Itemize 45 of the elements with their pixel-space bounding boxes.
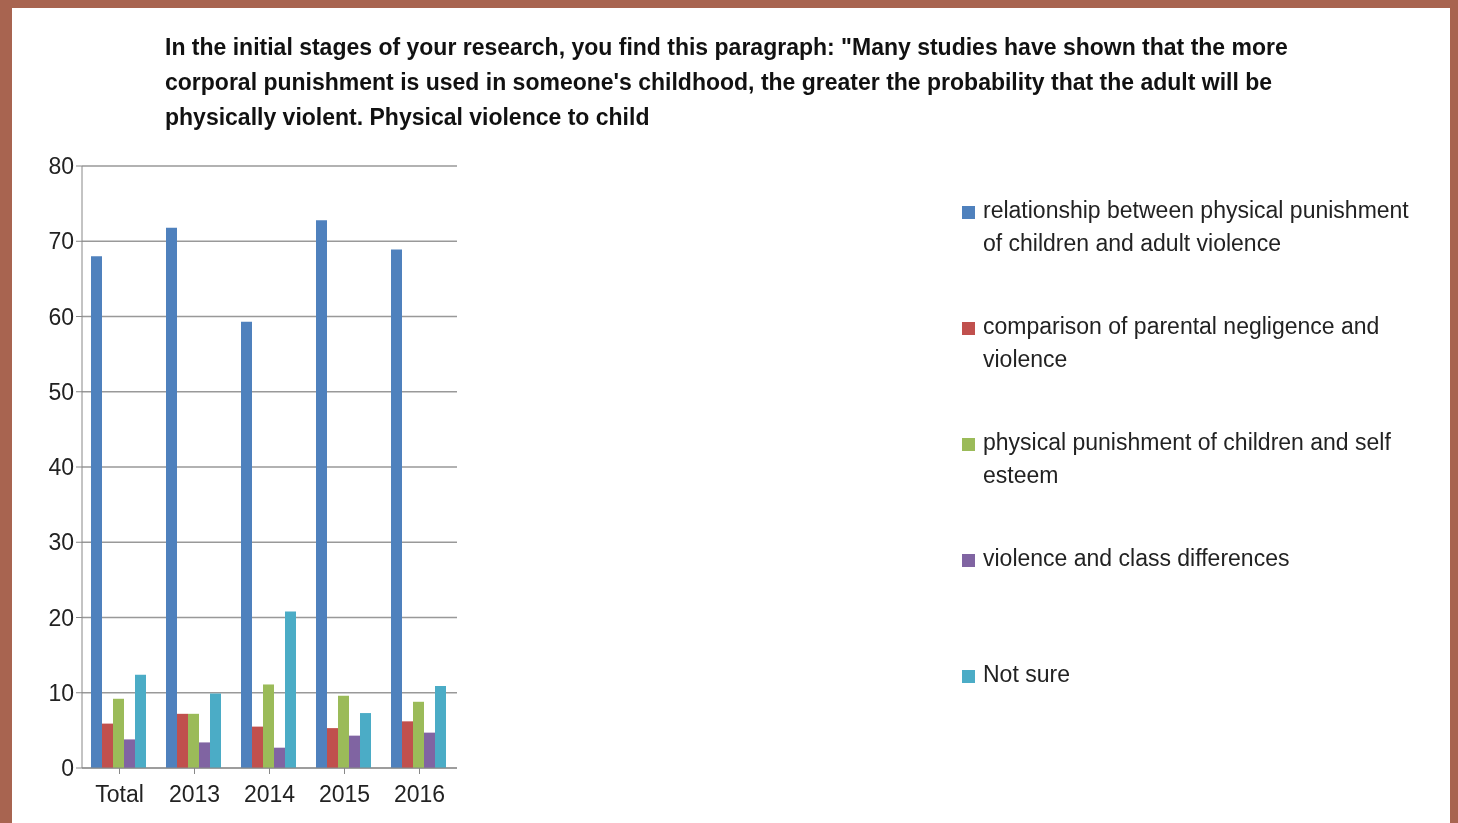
bar — [210, 693, 221, 768]
x-tick-label: 2015 — [318, 781, 371, 808]
bar — [263, 684, 274, 768]
y-tick-label: 20 — [48, 604, 74, 631]
bar — [91, 256, 102, 768]
y-tick-label: 10 — [48, 679, 74, 706]
bar — [188, 713, 199, 768]
bar — [391, 249, 402, 768]
bar — [316, 220, 327, 768]
bar — [349, 735, 360, 768]
bar — [402, 721, 413, 768]
bar — [424, 732, 435, 768]
y-tick-label: 40 — [48, 454, 74, 481]
legend-label: comparison of parental negligence and violence — [983, 312, 1381, 374]
bar — [113, 698, 124, 768]
bar — [285, 611, 296, 768]
legend-label: relationship between physical punishment of children and adult violence — [983, 196, 1410, 258]
legend-label: Not sure — [983, 660, 1070, 689]
bar — [338, 695, 349, 768]
bar — [135, 674, 146, 768]
x-tick-label: Total — [95, 781, 144, 808]
x-tick-label: 2014 — [243, 781, 296, 808]
bar — [274, 747, 285, 768]
bar — [360, 713, 371, 768]
bar — [102, 723, 113, 768]
bar — [435, 685, 446, 768]
legend-label: physical punishment of children and self esteem — [983, 428, 1392, 490]
bar — [252, 726, 263, 768]
y-tick-label: 50 — [48, 378, 74, 405]
bar — [327, 728, 338, 768]
y-tick-label: 70 — [48, 228, 74, 255]
text: In the initial stages of your research, you find this paragraph: "Many studies have shown that the more corporal punishment is used in someone's childhood, the greater the probability that the adult will be physically violent. Physical violence to child — [165, 33, 1289, 132]
bar — [166, 227, 177, 768]
y-tick-label: 60 — [48, 303, 74, 330]
bar — [413, 701, 424, 768]
y-tick-label: 80 — [48, 153, 74, 180]
bar — [177, 713, 188, 768]
x-tick-label: 2016 — [393, 781, 446, 808]
bar — [199, 742, 210, 768]
legend-label: violence and class differences — [983, 544, 1290, 573]
y-tick-label: 0 — [61, 755, 74, 782]
x-tick-label: 2013 — [168, 781, 221, 808]
bar — [241, 321, 252, 768]
y-tick-label: 30 — [48, 529, 74, 556]
bar — [124, 739, 135, 768]
